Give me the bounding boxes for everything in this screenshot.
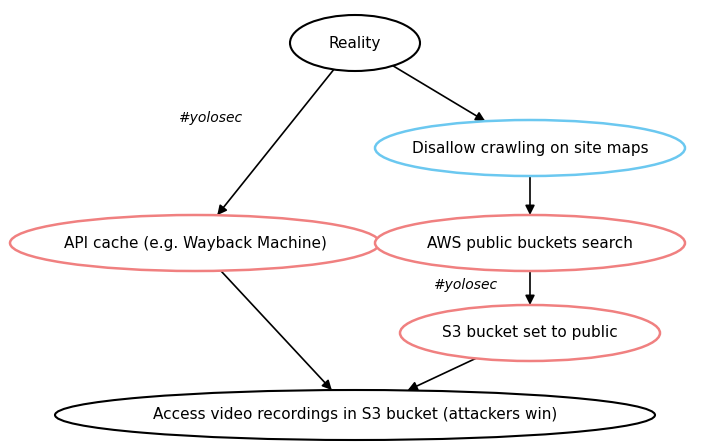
Text: Access video recordings in S3 bucket (attackers win): Access video recordings in S3 bucket (at… [153, 408, 557, 423]
Ellipse shape [375, 215, 685, 271]
Text: #yolosec: #yolosec [178, 111, 242, 125]
Text: S3 bucket set to public: S3 bucket set to public [442, 326, 618, 341]
Ellipse shape [375, 120, 685, 176]
Text: AWS public buckets search: AWS public buckets search [427, 236, 633, 250]
Text: #yolosec: #yolosec [433, 278, 497, 292]
Ellipse shape [10, 215, 380, 271]
Ellipse shape [55, 390, 655, 440]
Text: Disallow crawling on site maps: Disallow crawling on site maps [412, 140, 648, 155]
Text: API cache (e.g. Wayback Machine): API cache (e.g. Wayback Machine) [64, 236, 326, 250]
Ellipse shape [290, 15, 420, 71]
Ellipse shape [400, 305, 660, 361]
Text: Reality: Reality [329, 35, 381, 51]
